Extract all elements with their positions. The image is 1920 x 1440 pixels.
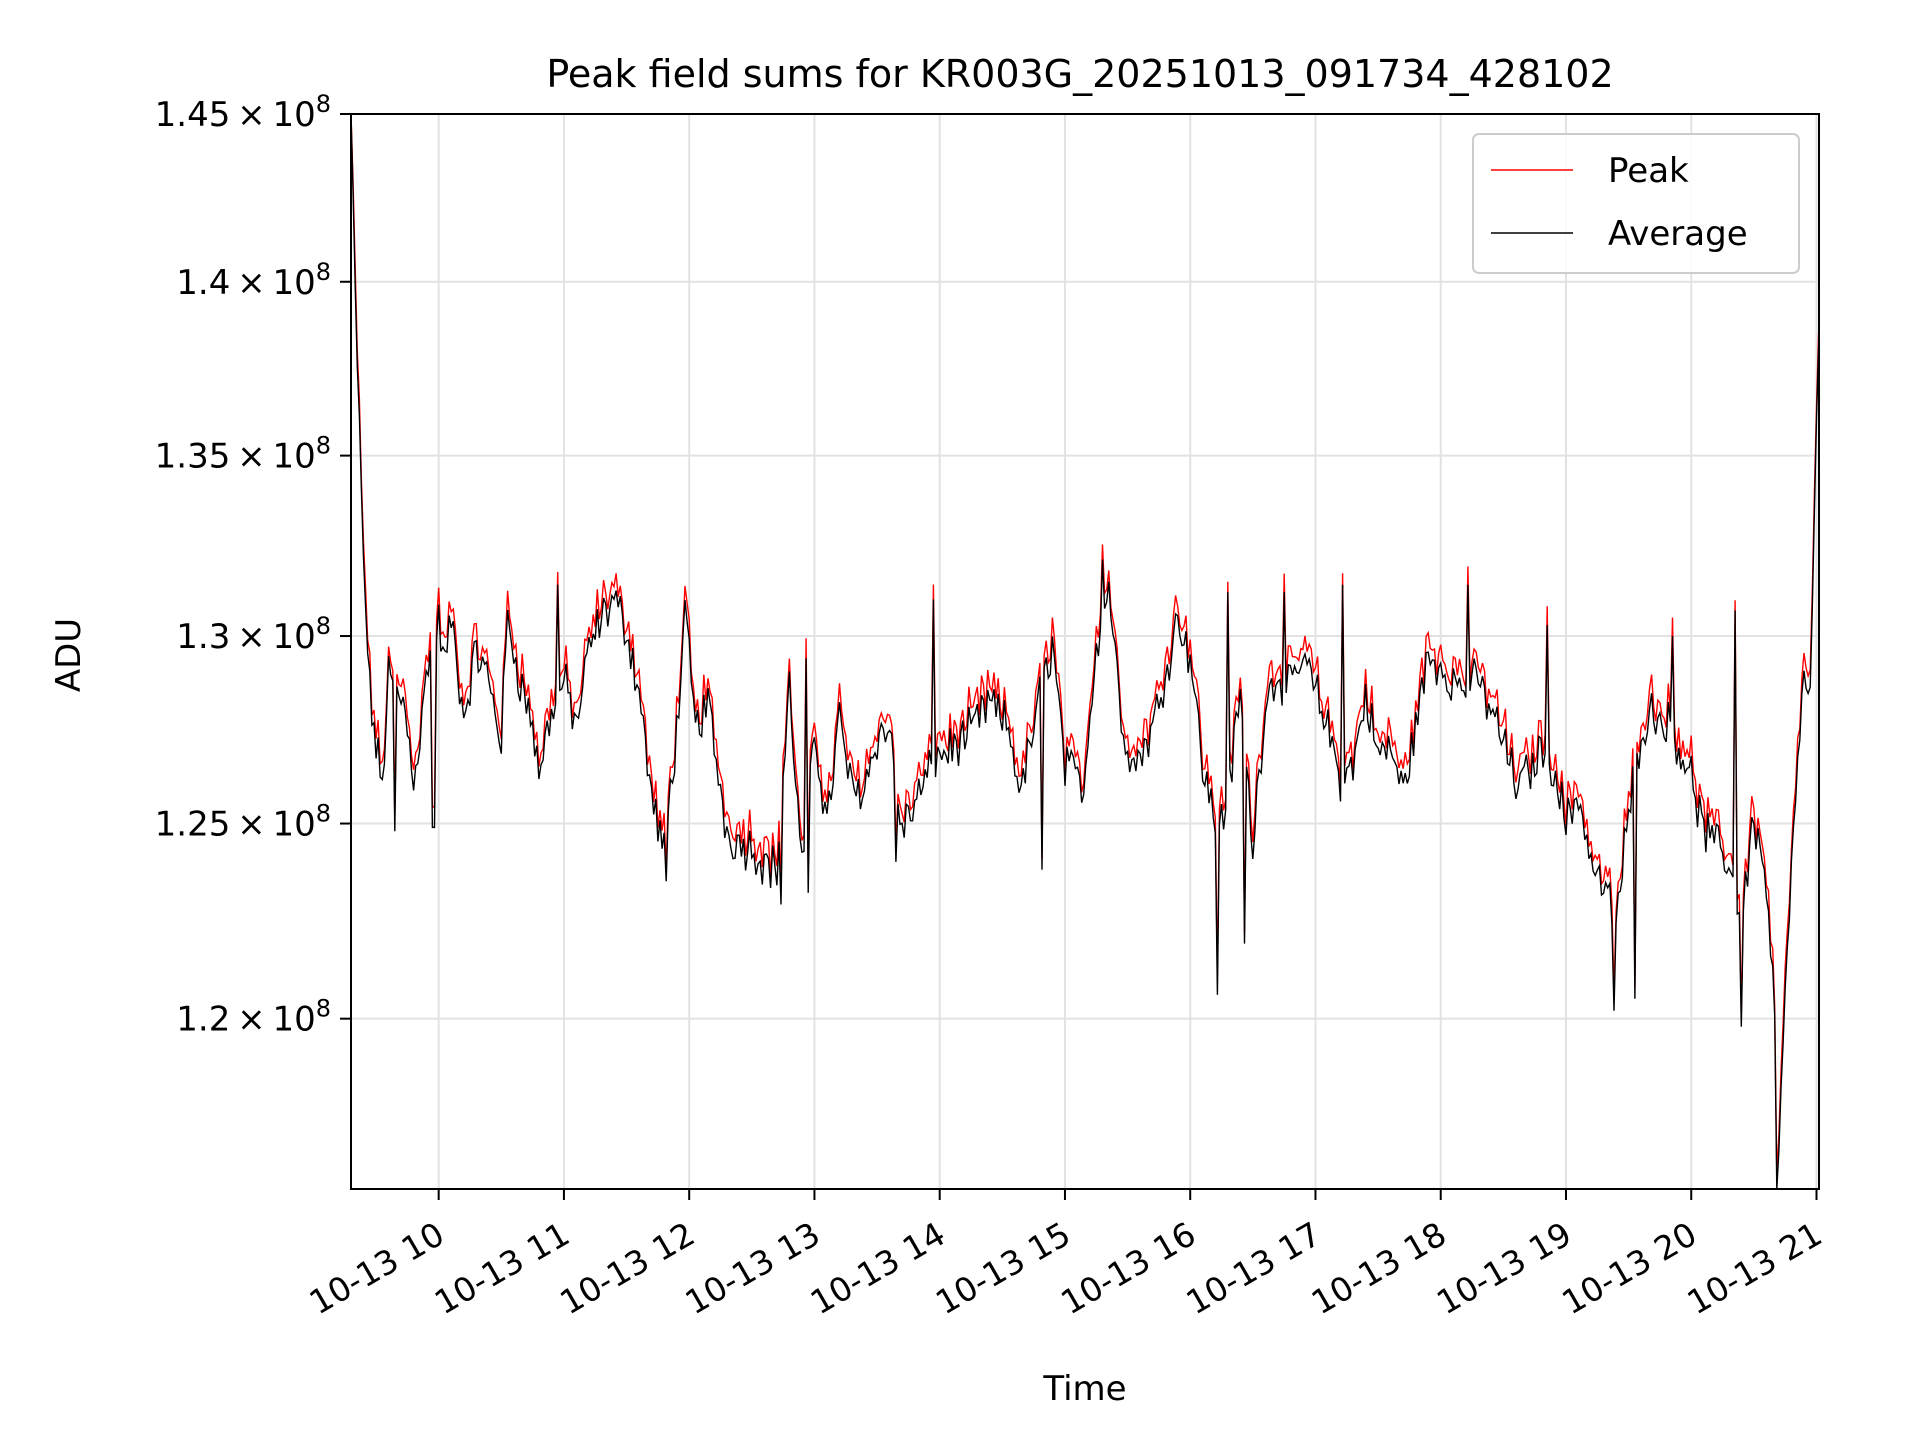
y-tick-mantissa: 1.45 — [155, 95, 231, 135]
legend-label-average: Average — [1608, 214, 1748, 254]
x-tick-label: 10-13 21 — [1680, 1214, 1828, 1322]
y-tick-mantissa: 1.3 — [176, 617, 230, 657]
x-tick-label: 10-13 15 — [929, 1214, 1077, 1322]
x-tick-label: 10-13 18 — [1305, 1214, 1453, 1322]
x-axis-label: Time — [1042, 1369, 1126, 1409]
y-tick-exponent: 8 — [316, 258, 331, 286]
y-tick-mantissa: 1.2 — [176, 1000, 230, 1040]
y-tick-exponent: 8 — [316, 800, 331, 828]
y-tick-mantissa: 1.4 — [176, 263, 230, 303]
x-tick-label: 10-13 13 — [678, 1214, 826, 1322]
plot-area — [350, 113, 1820, 1190]
legend-label-peak: Peak — [1608, 151, 1689, 191]
y-tick-mantissa: 1.25 — [155, 805, 231, 845]
y-tick-label: 1.3 × 108 — [176, 612, 331, 657]
y-tick-exponent: 8 — [316, 995, 331, 1023]
y-tick-label: 1.4 × 108 — [176, 258, 331, 303]
x-tick-label: 10-13 19 — [1430, 1214, 1578, 1322]
y-tick-exponent: 8 — [316, 612, 331, 640]
x-tick-label: 10-13 16 — [1054, 1214, 1202, 1322]
series-line-peak — [351, 114, 1819, 1174]
legend-box — [1472, 133, 1800, 274]
y-tick-exponent: 8 — [316, 90, 331, 118]
x-tick-label: 10-13 12 — [553, 1214, 701, 1322]
y-tick-mantissa: 1.35 — [155, 437, 231, 477]
y-tick-exponent: 8 — [316, 432, 331, 460]
y-tick-label: 1.35 × 108 — [155, 432, 331, 477]
y-tick-label: 1.45 × 108 — [155, 90, 331, 135]
y-axis-label: ADU — [49, 618, 89, 692]
series-line-average — [351, 114, 1819, 1189]
x-tick-label: 10-13 17 — [1179, 1214, 1327, 1322]
y-tick-label: 1.2 × 108 — [176, 995, 331, 1040]
legend: Peak Average — [1472, 133, 1800, 274]
plot-frame — [350, 113, 1820, 1190]
x-tick-label: 10-13 14 — [804, 1214, 952, 1322]
x-tick-label: 10-13 10 — [303, 1214, 451, 1322]
chart-title: Peak field sums for KR003G_20251013_0917… — [546, 52, 1613, 96]
x-tick-label: 10-13 11 — [428, 1214, 576, 1322]
x-tick-label: 10-13 20 — [1555, 1214, 1703, 1322]
y-tick-label: 1.25 × 108 — [155, 800, 331, 845]
grid — [351, 113, 1819, 1189]
